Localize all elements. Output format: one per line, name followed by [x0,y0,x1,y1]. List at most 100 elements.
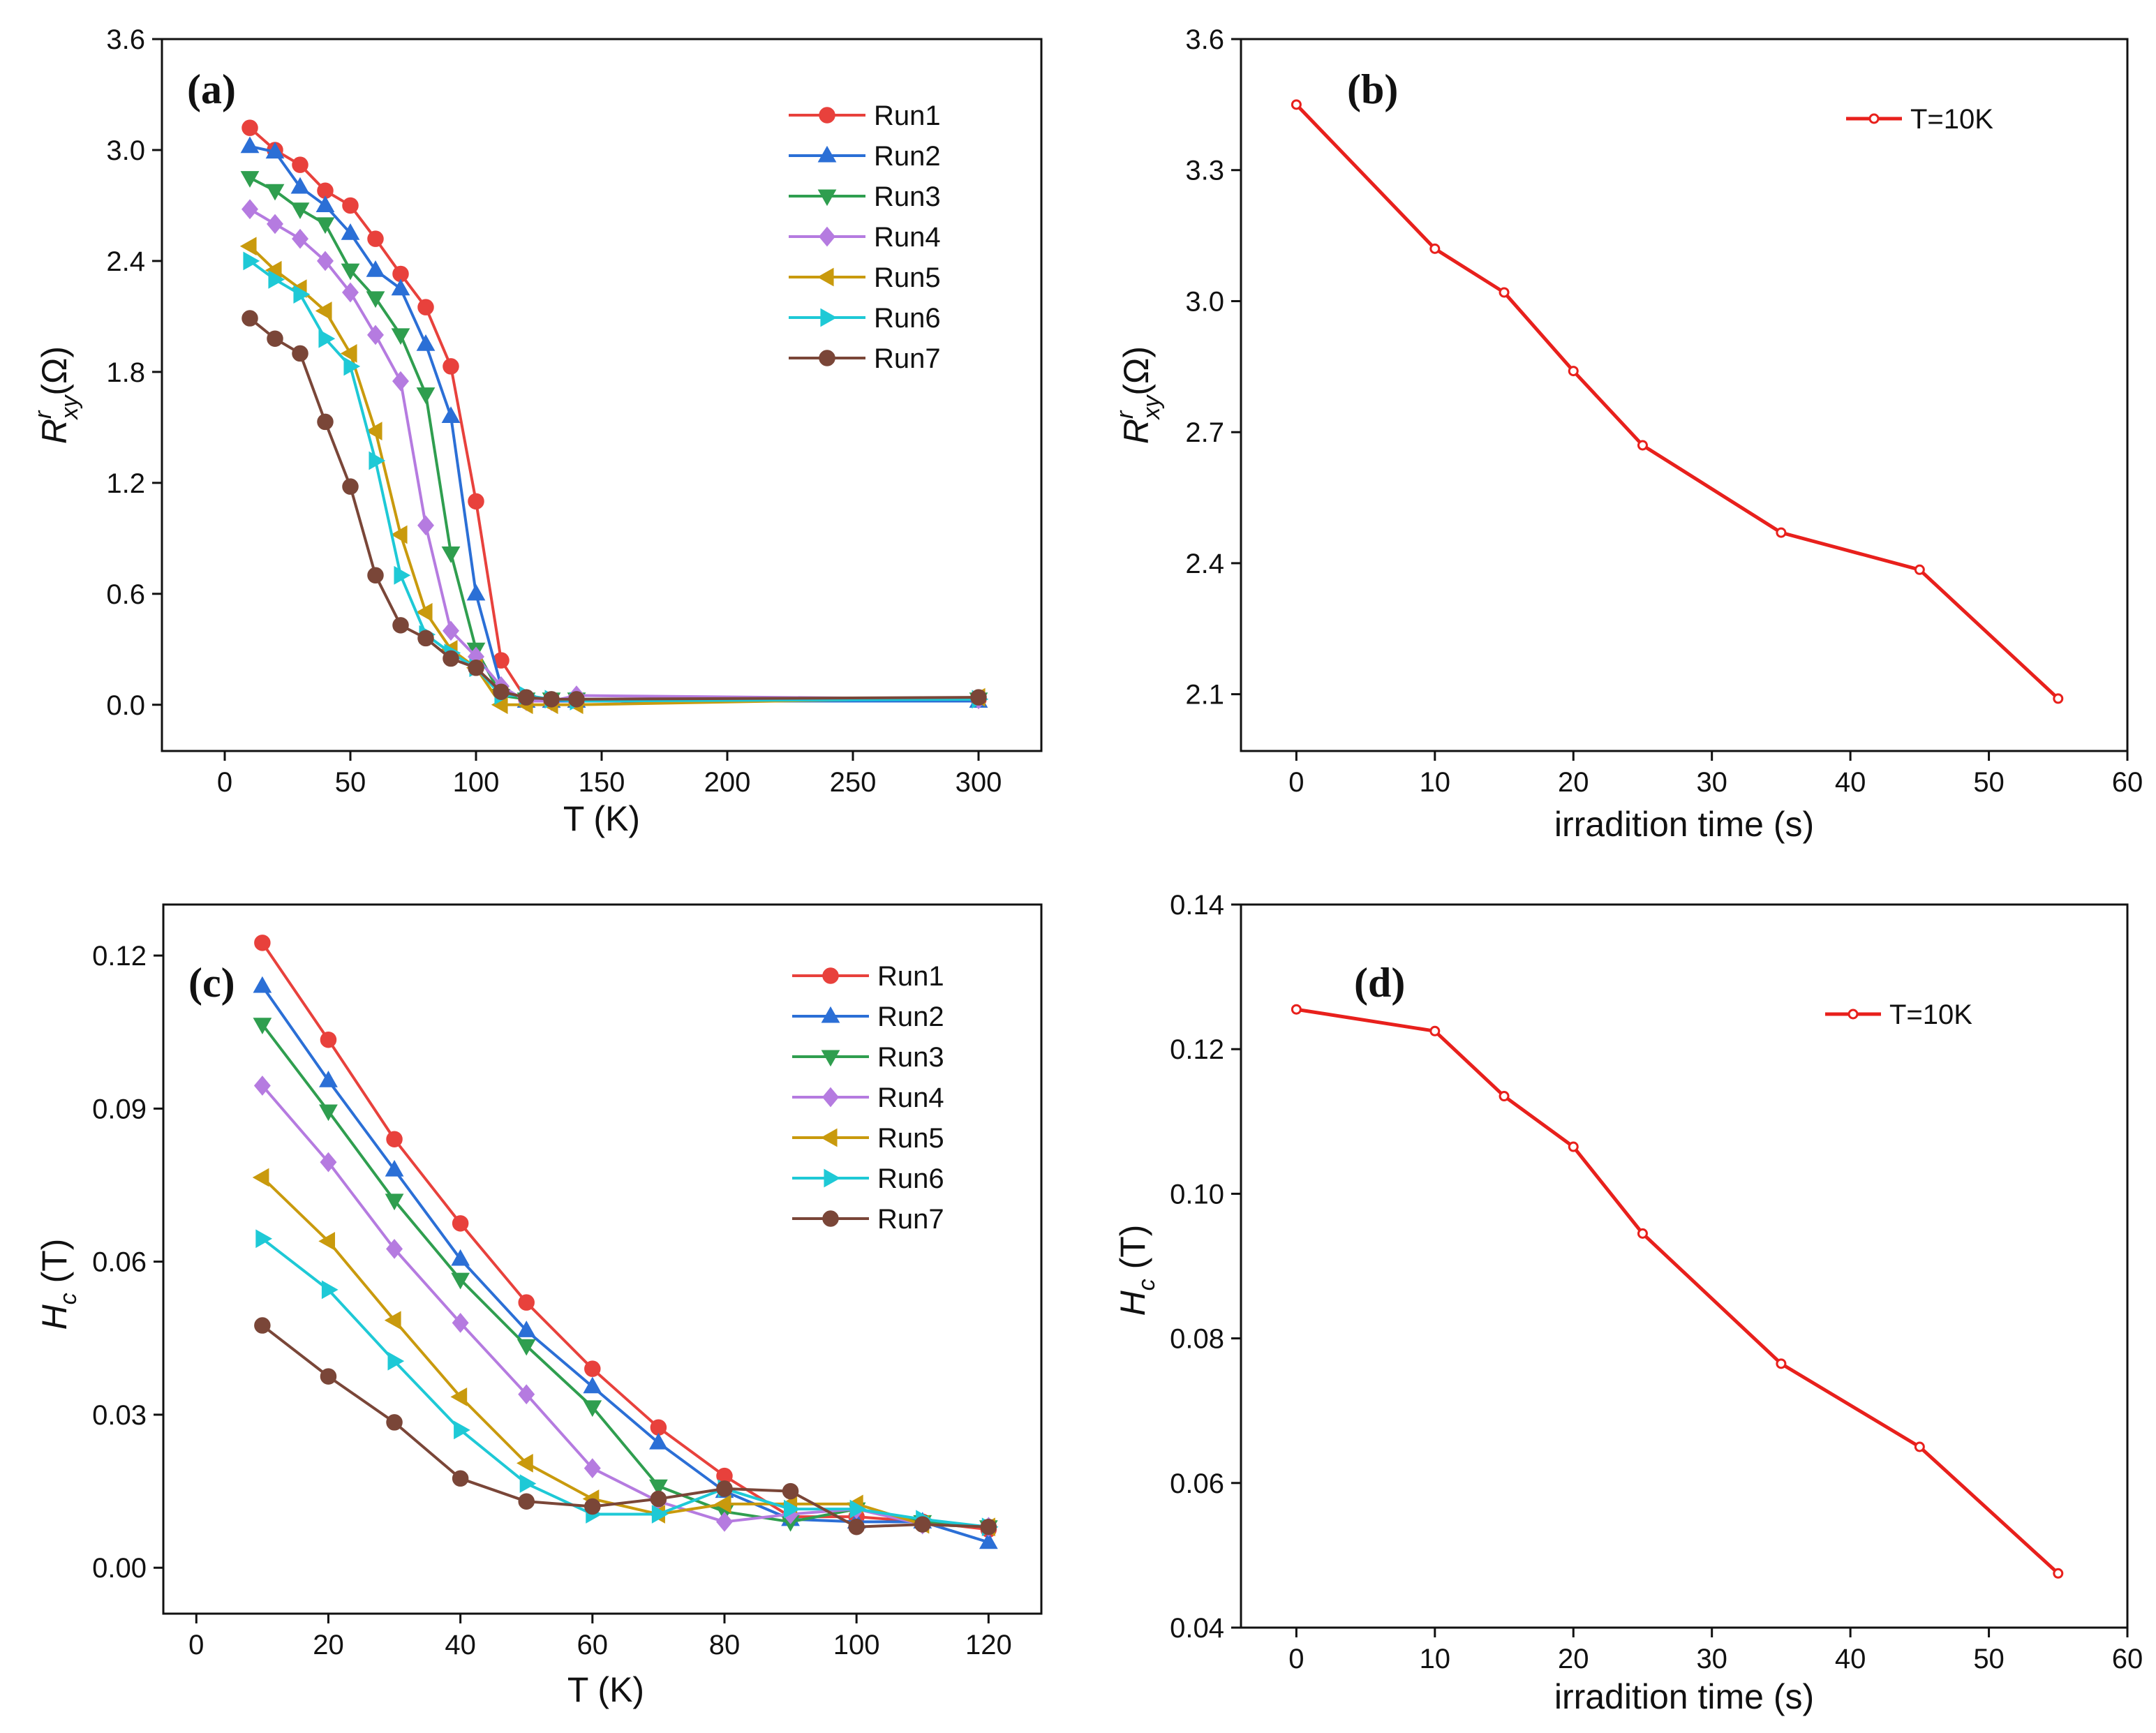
data-point-Run7 [518,1493,535,1510]
data-point-Run2 [391,278,410,296]
data-point-Run1 [468,493,484,510]
x-tick-label: 50 [1973,1644,2005,1674]
legend-marker [817,189,837,207]
data-point-Run7 [452,1470,469,1487]
legend-label: Run2 [874,141,941,172]
series-T=10K [1291,1004,2064,1579]
x-tick-label: 150 [579,767,625,798]
data-point-Run4 [320,1152,337,1173]
x-tick-label: 40 [1835,1644,1866,1674]
legend-label: Run3 [877,1042,944,1073]
legend-label: Run5 [874,262,941,293]
y-tick-label: 0.06 [1170,1468,1224,1499]
data-point-Run6 [255,1229,273,1249]
data-point-Run6 [318,329,336,348]
data-point-Run7 [386,1414,403,1431]
data-point-Run7 [317,413,334,431]
x-tick-label: 50 [335,767,366,798]
data-point-Run2 [466,583,486,601]
data-point-Run5 [340,344,357,363]
data-point-Run6 [849,1499,867,1519]
data-point-Run5 [714,1494,731,1514]
legend-c: Run1 Run2 Run3 Run4 Run5 Run6 Run7 [792,961,944,1235]
x-tick-label: 0 [1288,1644,1304,1674]
data-point-Run4 [716,1512,733,1532]
panel-label-b: (b) [1347,66,1398,112]
legend-label: Run3 [874,181,941,212]
data-point-Run5 [450,1387,468,1406]
data-point-Run7 [518,689,535,706]
data-point-Run4 [317,251,334,272]
x-tick-label: 100 [453,767,500,798]
data-point-Run3 [385,1193,404,1211]
data-point-Run2 [441,406,461,424]
x-tick-label: 60 [2112,767,2143,798]
y-tick-label: 0.12 [1170,1034,1224,1065]
x-tick-label: 120 [965,1630,1012,1660]
data-point-Run2 [290,177,310,194]
data-point-T=10K [1914,1441,1925,1452]
data-point-Run7 [914,1516,931,1533]
data-point-Run7 [980,1518,997,1535]
series-line-Run2 [261,985,989,1544]
series-line-Run6 [261,1237,989,1529]
data-point-Run2 [979,1532,998,1549]
legend-item-T=10K: T=10K [1825,999,1972,1030]
legend-marker [817,145,837,163]
data-point-Run4 [342,282,359,303]
data-point-Run6 [387,1351,405,1371]
data-point-T=10K [1637,440,1648,451]
data-point-Run3 [366,291,385,308]
panel-a: 0 50 100 150 200 250 3000.00.61.21.82.43.03.6 … [30,24,1043,838]
y-tick-label: 3.3 [1185,156,1224,186]
data-point-Run1 [584,1360,601,1377]
y-tick-label: 0.00 [92,1553,147,1584]
x-tick-label: 50 [1973,767,2005,798]
data-point-Run5 [390,525,408,544]
data-point-Run1 [518,1294,535,1311]
data-point-Run1 [342,197,359,214]
data-point-Run7 [241,310,258,327]
data-point-T=10K [1499,1091,1510,1102]
plot-frame-b [1240,38,2129,752]
data-point-Run4 [367,325,384,345]
data-point-Run7 [342,478,359,495]
data-point-Run7 [254,1317,271,1334]
legend-marker [1868,113,1880,124]
plot-frame-c [162,903,1043,1615]
x-axis-label-a: T (K) [563,799,640,838]
legend-label: Run1 [877,961,944,992]
x-tick-label: 80 [709,1630,741,1660]
data-point-Run3 [341,263,360,281]
data-point-Run7 [970,689,987,706]
data-point-Run6 [519,1474,537,1493]
data-point-Run7 [292,345,308,362]
legend-item-Run7: Run7 [789,343,941,374]
data-point-Run5 [239,237,257,256]
data-point-Run3 [451,1272,470,1290]
data-point-T=10K [2053,693,2064,704]
data-point-Run7 [716,1480,733,1497]
data-point-Run7 [367,567,384,584]
x-tick-label: 30 [1696,767,1727,798]
legend-item-Run5: Run5 [789,262,941,293]
legend-marker [824,1168,841,1188]
legend-marker [819,226,835,247]
data-point-Run7 [392,617,409,634]
data-point-Run4 [443,620,459,641]
x-tick-label: 60 [577,1630,609,1660]
x-tick-label: 20 [313,1630,344,1660]
legend-item-Run3: Run3 [792,1042,944,1073]
data-point-Run3 [583,1400,602,1418]
data-point-Run6 [343,357,361,376]
series-line-T=10K [1295,103,2060,700]
series-Run7 [254,1317,997,1535]
data-point-Run1 [254,935,271,951]
data-point-Run7 [468,660,484,676]
data-point-T=10K [1776,1358,1787,1369]
x-tick-label: 0 [217,767,232,798]
data-point-Run6 [321,1280,339,1300]
data-point-Run7 [568,691,585,708]
